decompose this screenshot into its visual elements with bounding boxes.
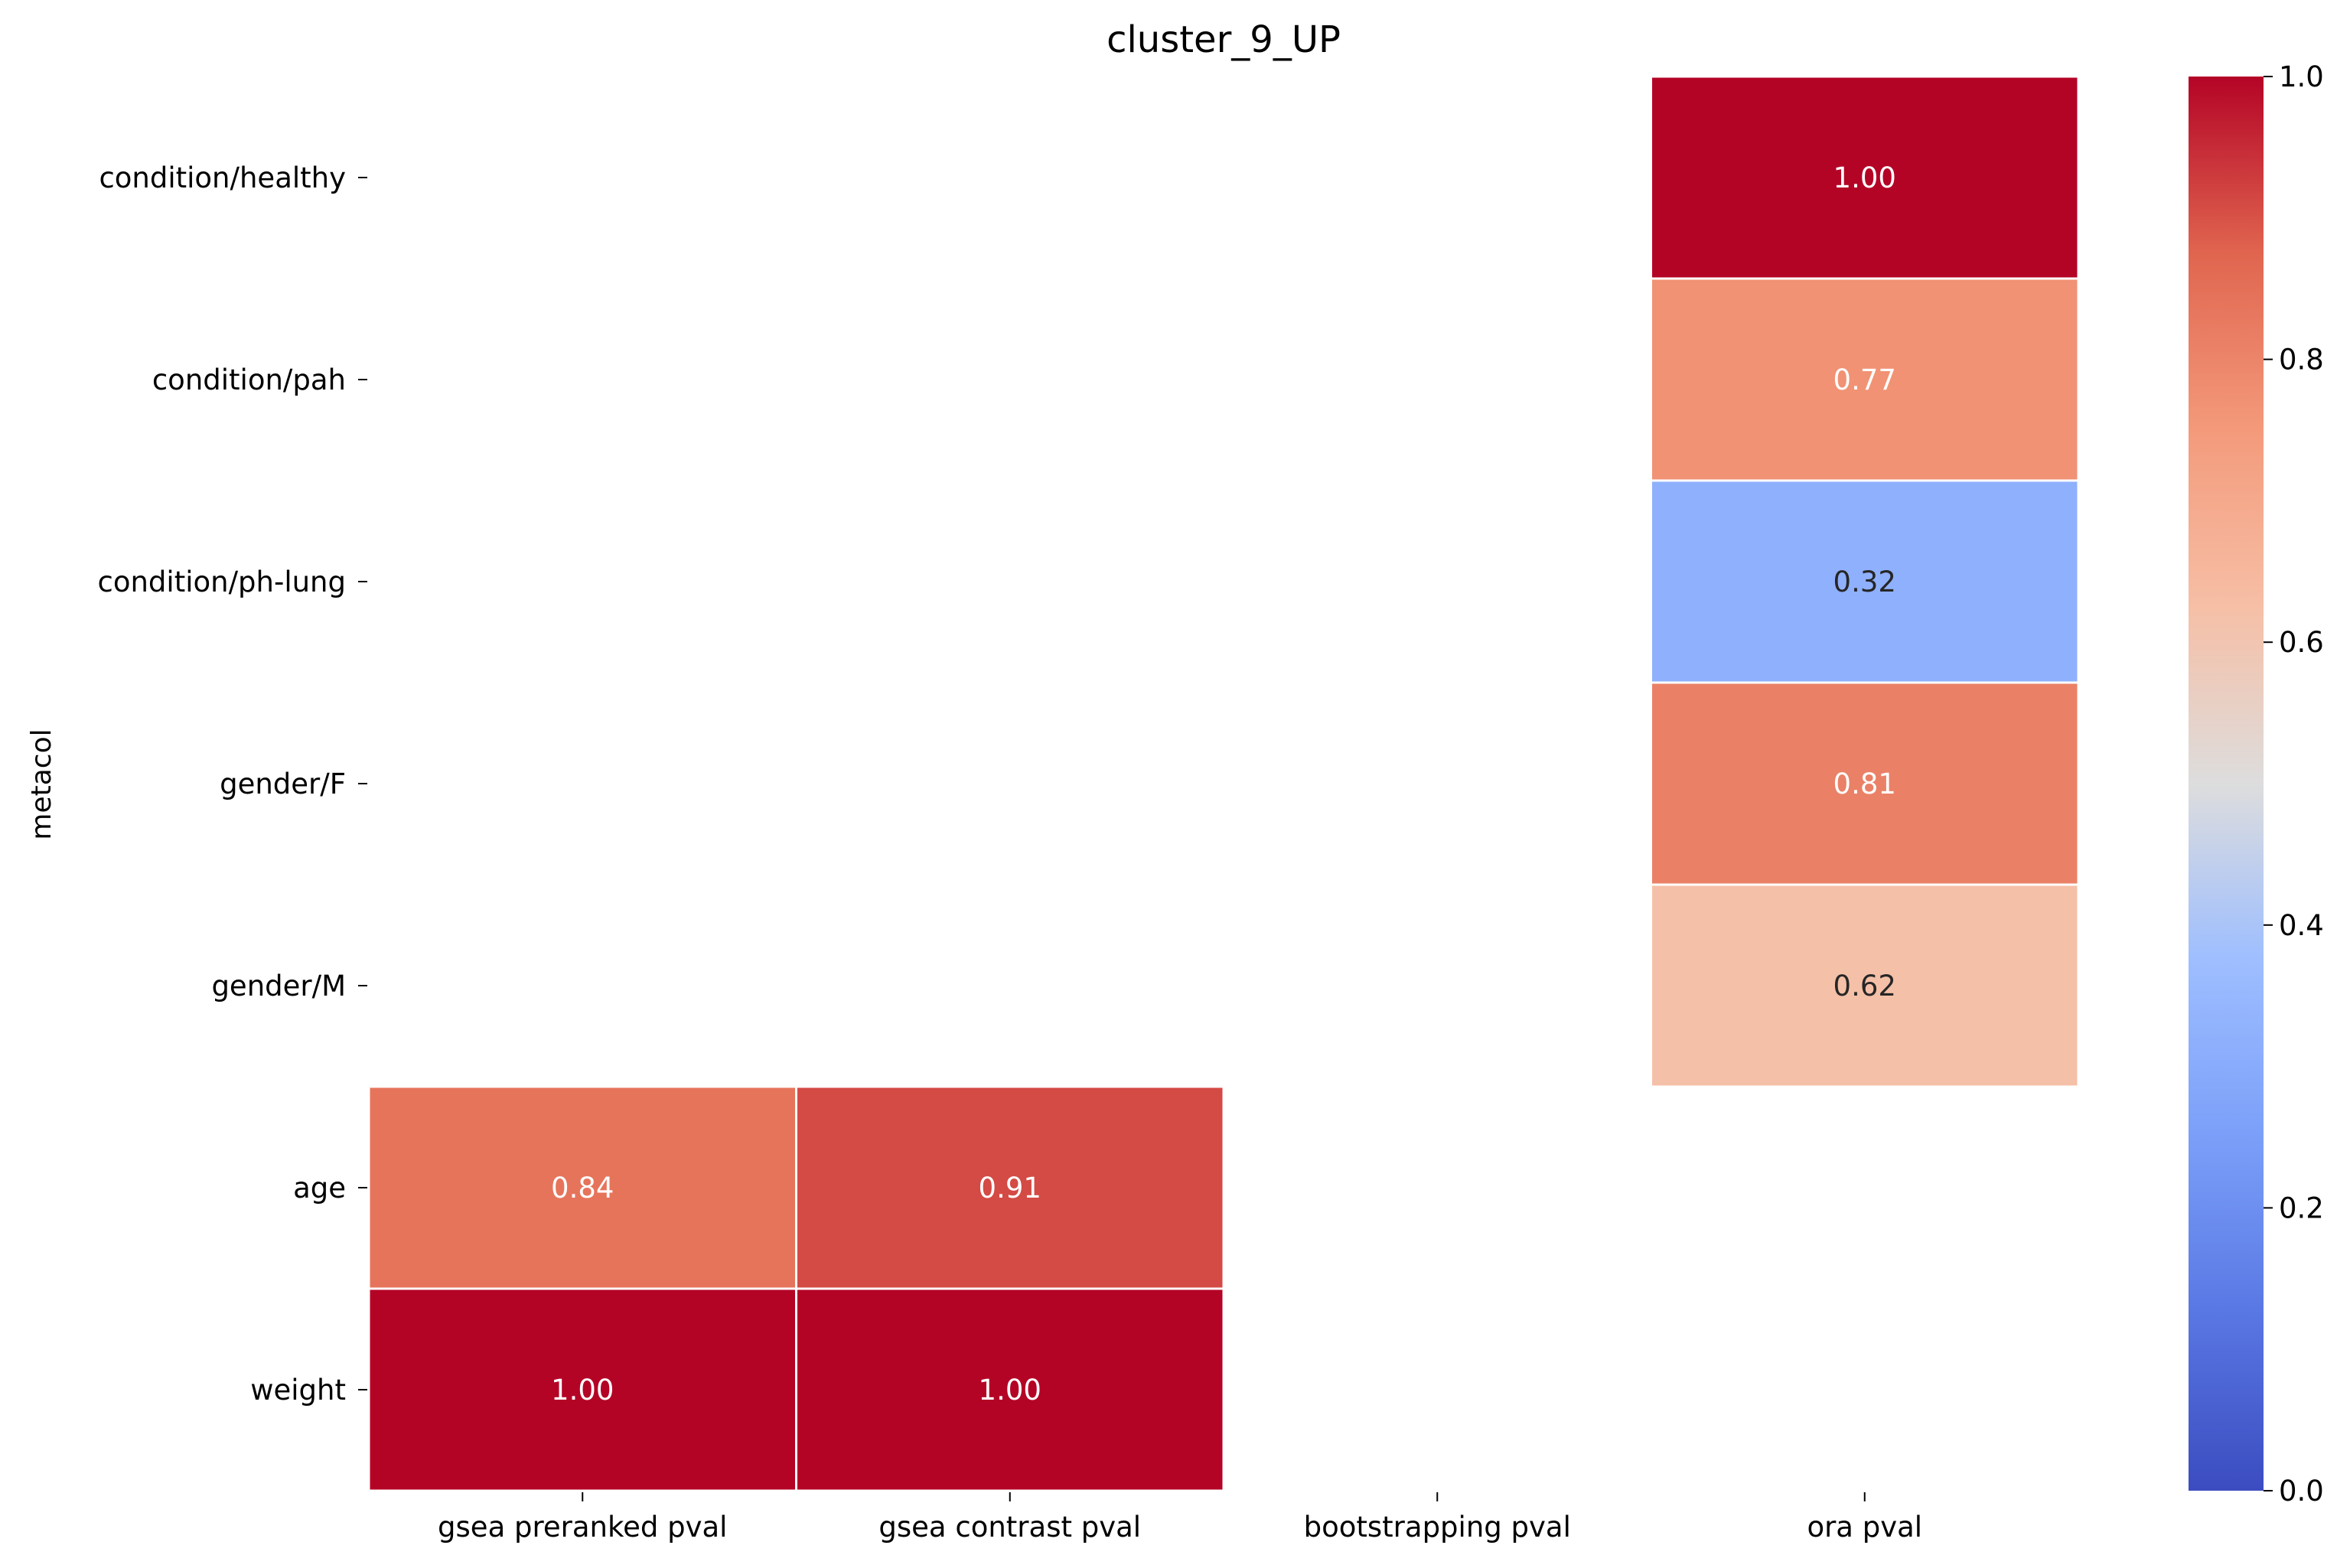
cell-value-label: 0.32 (1833, 566, 1896, 598)
cell-value-label: 1.00 (1833, 161, 1896, 194)
cell-value-label: 1.00 (979, 1374, 1041, 1407)
cell-value-label: 0.91 (979, 1172, 1041, 1205)
column-tick-label: gsea contrast pval (878, 1511, 1141, 1544)
heatmap-cell (1650, 75, 2080, 280)
cell-value-label: 0.77 (1833, 363, 1896, 396)
heatmap-cell (1650, 681, 2080, 886)
column-tick-label: gsea preranked pval (438, 1511, 727, 1544)
column-tick-label: bootstrapping pval (1304, 1511, 1571, 1544)
heatmap-cell (367, 1085, 797, 1290)
row-tick-labels: condition/healthy condition/pah condition/… (98, 161, 367, 1407)
y-axis-label: metacol (26, 729, 57, 839)
row-tick-label: age (293, 1172, 346, 1205)
colorbar-tick-label: 0.8 (2279, 344, 2324, 377)
colorbar-tick-label: 0.6 (2279, 626, 2324, 659)
colorbar-gradient (2189, 77, 2264, 1491)
heatmap-cell (1650, 479, 2080, 684)
cell-value-label: 0.84 (551, 1172, 614, 1205)
row-tick-label: condition/healthy (99, 161, 346, 194)
heatmap-cells: 1.00 0.77 0.32 0.81 0.62 0.84 0.91 1.00 1.00 (367, 75, 2080, 1492)
colorbar-tick-label: 0.0 (2279, 1475, 2324, 1508)
colorbar: 0.0 0.2 0.4 0.6 0.8 1.0 (2189, 60, 2324, 1508)
colorbar-tick-label: 0.2 (2279, 1191, 2324, 1224)
cell-value-label: 1.00 (551, 1374, 614, 1407)
heatmap-cell (795, 1287, 1225, 1492)
row-tick-label: gender/M (211, 970, 346, 1002)
colorbar-tick-label: 1.0 (2279, 60, 2324, 93)
row-tick-label: condition/pah (152, 363, 346, 396)
row-tick-label: weight (250, 1374, 346, 1407)
column-tick-labels: gsea preranked pval gsea contrast pval boo… (438, 1492, 1922, 1544)
heatmap-cell (1650, 277, 2080, 482)
cell-value-label: 0.62 (1833, 970, 1896, 1002)
heatmap-cell (1650, 883, 2080, 1088)
row-tick-label: gender/F (220, 768, 346, 800)
colorbar-tick-label: 0.4 (2279, 909, 2324, 942)
cell-value-label: 0.81 (1833, 768, 1896, 800)
chart-title: cluster_9_UP (1107, 18, 1341, 61)
column-tick-label: ora pval (1807, 1511, 1922, 1544)
heatmap-cell (367, 1287, 797, 1492)
row-tick-label: condition/ph-lung (98, 566, 347, 598)
